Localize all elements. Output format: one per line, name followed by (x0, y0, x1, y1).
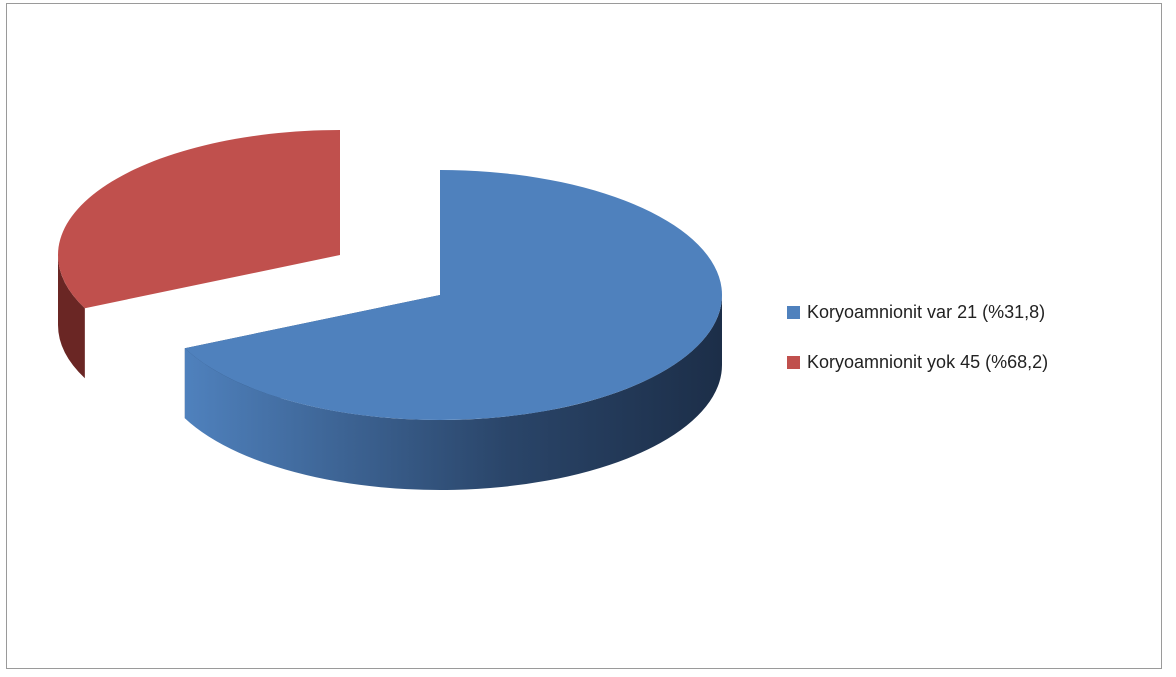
slice-top (184, 170, 723, 420)
legend-label: Koryoamnionit var 21 (%31,8) (807, 302, 1045, 322)
slice (184, 170, 723, 490)
slice-top (57, 130, 340, 309)
legend: Koryoamnionit var 21 (%31,8) Koryoamnioni… (787, 302, 1048, 372)
slice (57, 130, 340, 379)
legend-label: Koryoamnionit yok 45 (%68,2) (807, 352, 1048, 372)
slice-side (58, 255, 85, 379)
pie (57, 130, 723, 490)
legend-swatch (787, 356, 800, 369)
slice-side (184, 295, 723, 490)
legend-swatch (787, 306, 800, 319)
